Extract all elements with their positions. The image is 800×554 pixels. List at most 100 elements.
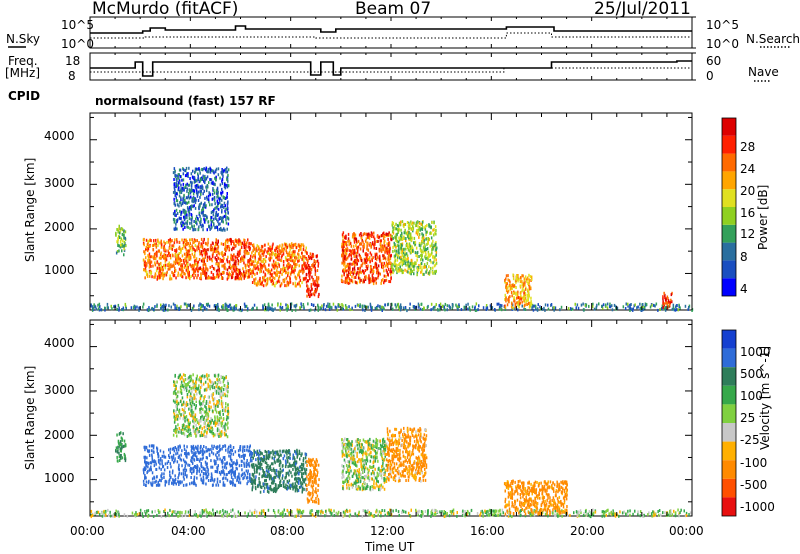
power-echo-cell [204, 263, 207, 266]
vel-echo-cell [151, 453, 153, 457]
vel-echo-cell [184, 452, 186, 455]
power-echo-cell [234, 255, 236, 259]
power-echo-cell [216, 308, 218, 312]
power-echo-cell [165, 263, 167, 267]
vel-echo-cell [151, 459, 154, 463]
power-echo-cell [297, 259, 299, 263]
power-echo-cell [200, 250, 203, 254]
power-echo-cell [197, 273, 199, 277]
power-echo-cell [205, 302, 208, 306]
power-echo-cell [150, 239, 152, 243]
power-echo-cell [395, 249, 398, 253]
power-echo-cell [428, 265, 430, 269]
power-echo-cell [387, 237, 389, 241]
vel-echo-cell [229, 481, 232, 485]
vel-echo-cell [164, 479, 167, 483]
power-echo-cell [203, 270, 206, 274]
power-echo-cell [309, 294, 311, 298]
power-echo-cell [306, 287, 309, 291]
power-echo-cell [380, 248, 382, 252]
power-echo-cell [174, 191, 176, 195]
vel-echo-cell [214, 462, 217, 466]
power-echo-cell [287, 274, 289, 278]
power-echo-cell [301, 257, 303, 261]
power-echo-cell [223, 214, 226, 218]
power-echo-cell [371, 274, 374, 278]
vel-echo-cell [294, 460, 296, 464]
vel-echo-cell [260, 462, 263, 466]
power-echo-cell [197, 174, 199, 178]
power-echo-cell [179, 201, 182, 205]
power-echo-cell [377, 239, 379, 243]
power-echo-cell [187, 242, 189, 245]
power-echo-cell [515, 292, 517, 296]
power-echo-cell [401, 249, 404, 253]
power-echo-cell [516, 275, 518, 279]
power-echo-cell [200, 259, 203, 263]
power-echo-cell [410, 238, 413, 242]
power-echo-cell [243, 257, 245, 261]
power-echo-cell [357, 245, 360, 249]
power-echo-cell [370, 308, 373, 312]
power-echo-cell [291, 265, 293, 269]
power-echo-cell [498, 302, 500, 306]
power-echo-cell [539, 305, 541, 309]
power-echo-cell [420, 302, 422, 306]
power-echo-cell [147, 247, 150, 251]
power-echo-cell [208, 170, 210, 174]
power-echo-cell [261, 248, 263, 252]
power-echo-cell [232, 306, 235, 310]
power-echo-cell [649, 305, 652, 309]
power-echo-cell [210, 211, 213, 215]
power-echo-cell [252, 249, 254, 253]
vel-echo-cell [200, 445, 202, 449]
vel-echo-cell [202, 456, 204, 460]
power-echo-cell [210, 220, 213, 224]
power-echo-cell [596, 303, 598, 307]
power-echo-cell [182, 241, 185, 245]
power-echo-cell [349, 249, 351, 253]
power-echo-cell [149, 255, 151, 259]
power-echo-cell [198, 211, 201, 215]
power-echo-cell [255, 283, 258, 287]
power-echo-cell [432, 245, 434, 249]
power-echo-cell [211, 197, 214, 201]
power-echo-cell [196, 179, 198, 183]
vel-echo-cell [245, 476, 248, 480]
vel-echo-cell [170, 455, 173, 459]
power-echo-cell [306, 257, 308, 261]
power-echo-cell [404, 268, 406, 272]
power-echo-cell [206, 255, 209, 259]
power-echo-cell [233, 263, 235, 267]
vel-echo-cell [208, 452, 211, 456]
vel-echo-cell [217, 483, 220, 487]
power-echo-cell [394, 249, 396, 253]
power-echo-cell [309, 289, 312, 293]
power-echo-cell [415, 261, 417, 265]
power-echo-cell [523, 307, 525, 311]
power-echo-cell [244, 264, 247, 268]
power-echo-cell [230, 239, 232, 243]
power-echo-cell [223, 169, 225, 173]
power-echo-cell [212, 213, 215, 217]
power-echo-cell [421, 228, 424, 231]
power-echo-cell [398, 238, 401, 242]
power-echo-cell [305, 276, 307, 280]
vel-echo-cell [179, 457, 181, 461]
power-echo-cell [399, 303, 402, 307]
power-echo-cell [428, 271, 430, 275]
vel-echo-cell [157, 480, 159, 484]
power-echo-cell [167, 262, 169, 266]
power-echo-cell [391, 235, 393, 238]
power-echo-cell [342, 280, 344, 284]
vel-echo-cell [238, 477, 241, 481]
power-echo-cell [251, 262, 253, 266]
power-echo-cell [315, 254, 318, 258]
power-echo-cell [147, 242, 149, 246]
power-echo-cell [359, 303, 361, 307]
power-echo-cell [392, 231, 395, 235]
power-echo-cell [207, 194, 210, 198]
power-echo-cell [90, 304, 92, 308]
power-echo-cell [232, 246, 234, 250]
power-echo-cell [372, 282, 375, 286]
